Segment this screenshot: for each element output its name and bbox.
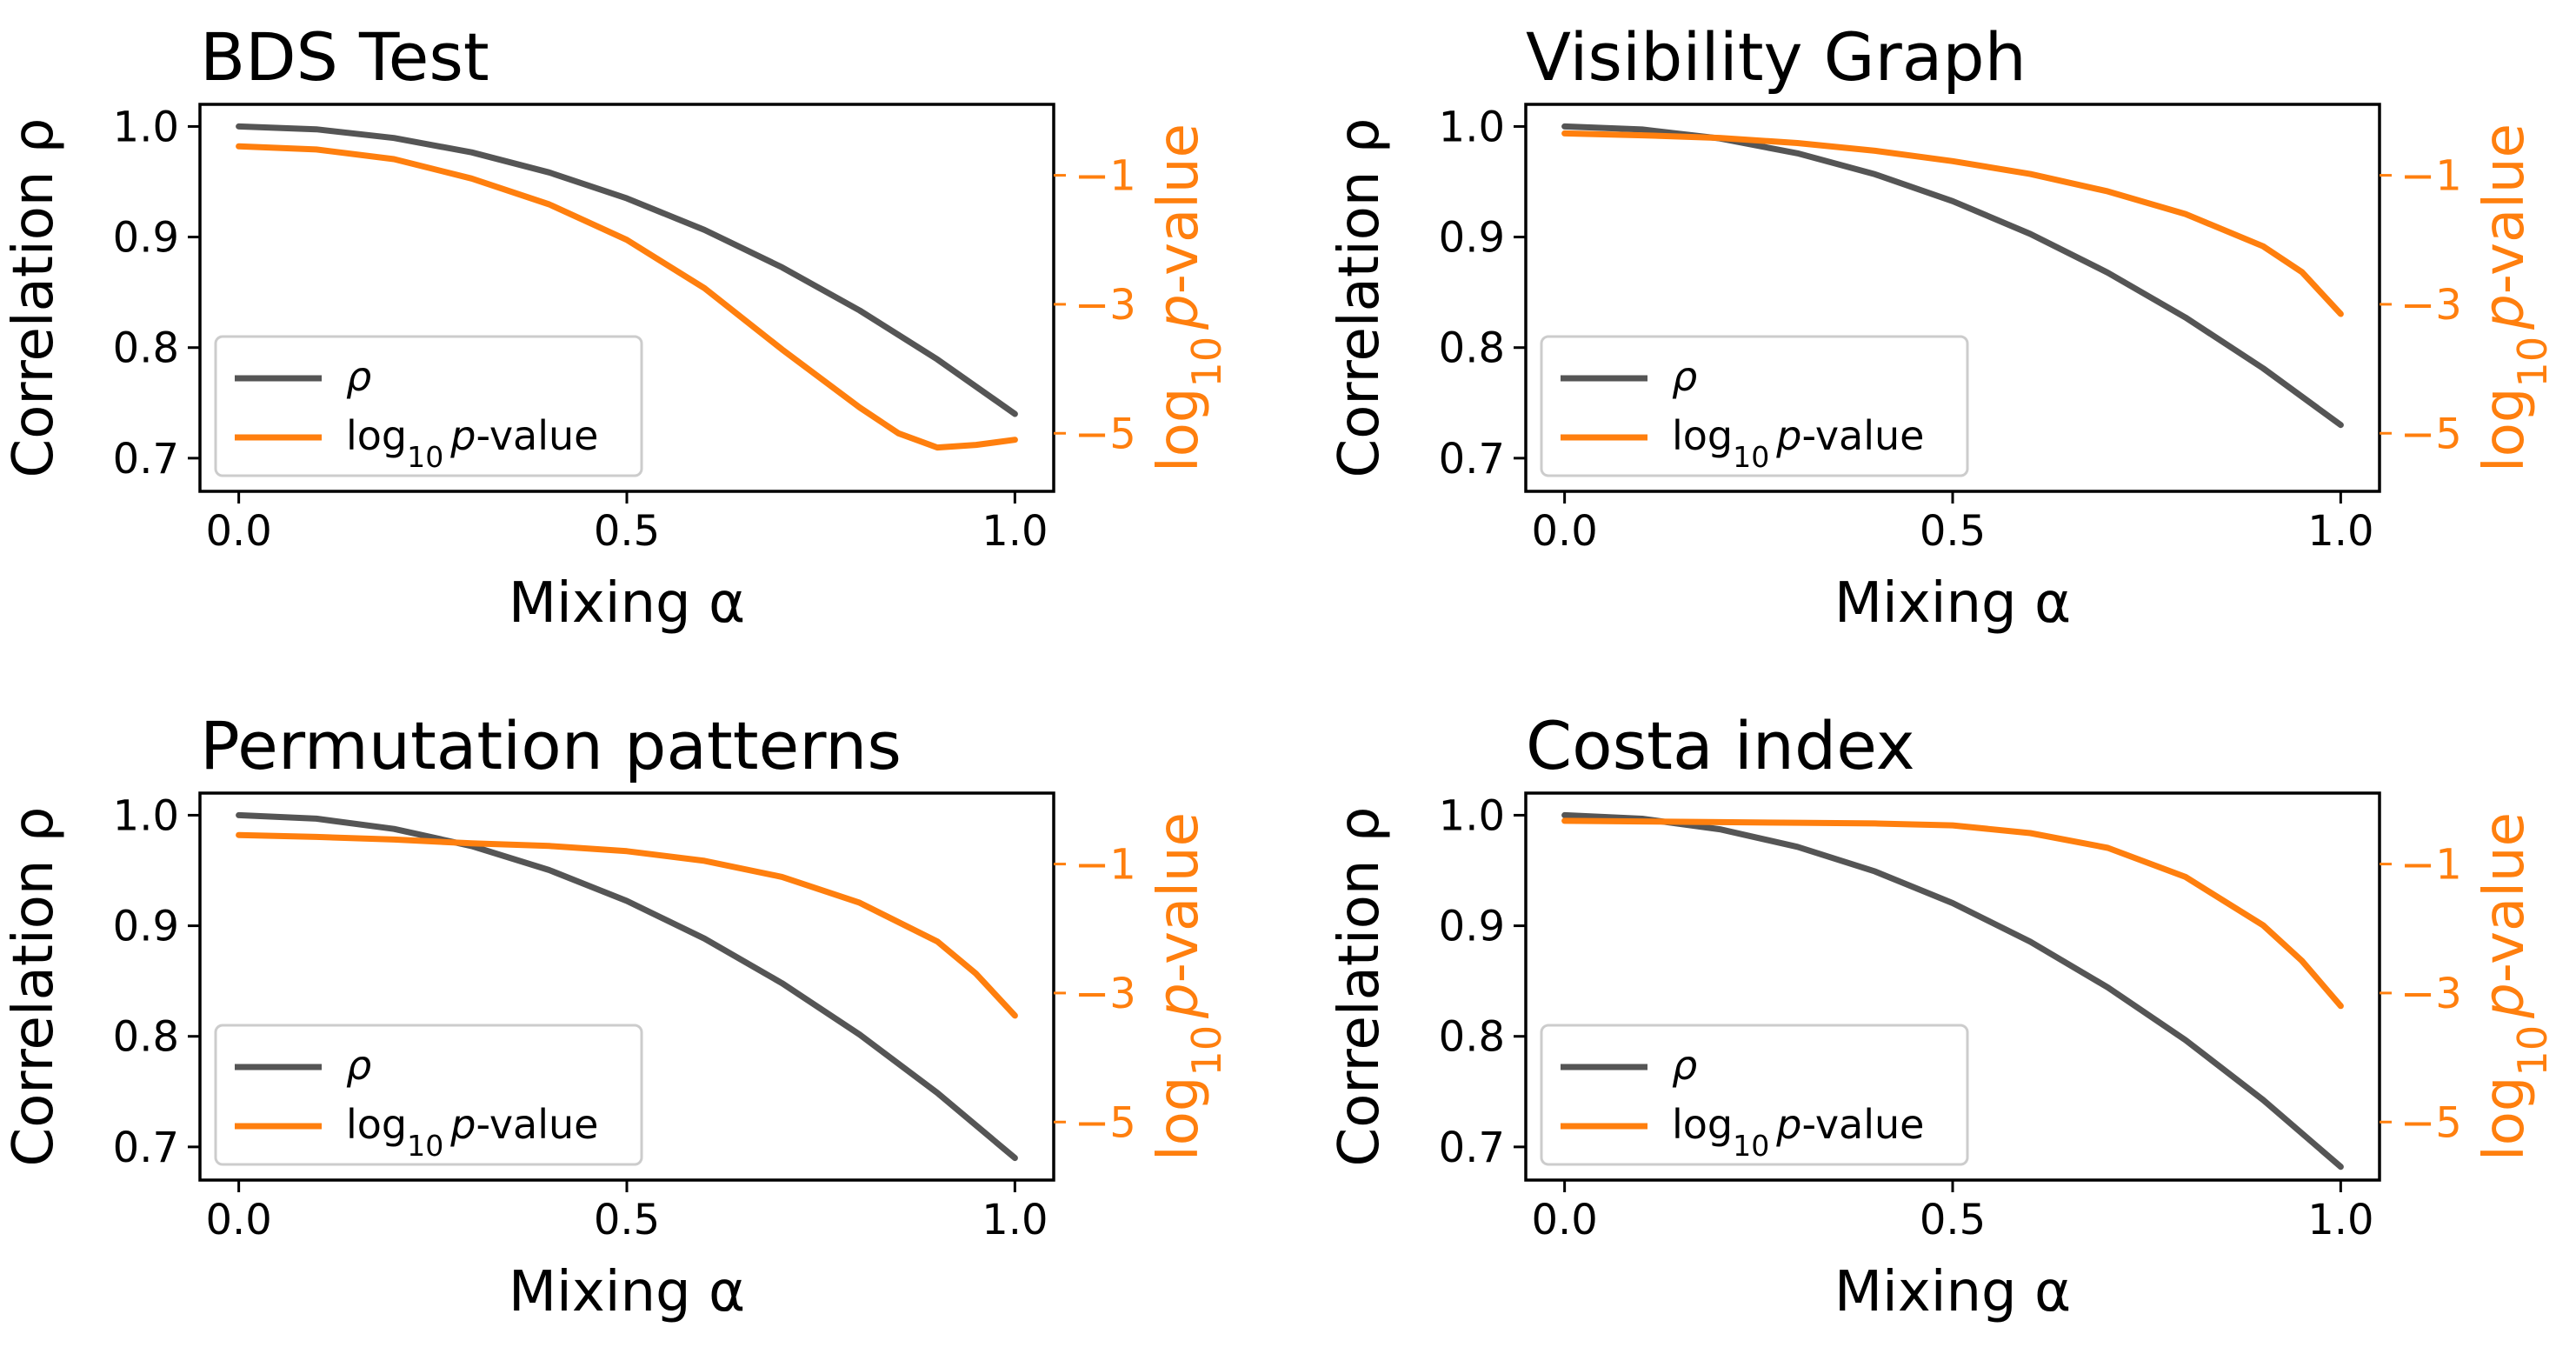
y-tick-label-right: −1: [2400, 152, 2462, 201]
y-tick-label-left: 0.8: [1439, 1013, 1505, 1062]
y-tick-label-left: 1.0: [1439, 103, 1505, 151]
x-axis-label: Mixing α: [1834, 1260, 2071, 1324]
y-tick-label-left: 0.7: [113, 435, 179, 484]
pvalue-series-line: [1561, 130, 2344, 317]
y-tick-label-left: 1.0: [1439, 791, 1505, 840]
y-tick-label-right: −1: [2400, 841, 2462, 890]
y-tick-label-left: 1.0: [113, 103, 179, 151]
y-tick-label-left: 0.8: [113, 324, 179, 373]
y-tick-label-right: −1: [1075, 152, 1136, 201]
pvalue-series-line: [236, 831, 1018, 1019]
y-axis-label-right: log10p-value: [2473, 123, 2556, 472]
x-tick-label: 1.0: [2307, 507, 2373, 556]
y-axis-label-right: log10p-value: [1147, 812, 1230, 1161]
legend-box: [214, 335, 643, 477]
chart-panel-4: Costa index 0.0 0.5 1.0 1.0 0.9 0.8 0.7 −1 −3 −5 Mi…: [1328, 707, 2556, 1324]
rho-series-line: [236, 811, 1018, 1162]
x-axis-label: Mixing α: [509, 571, 745, 636]
y-tick-label-right: −3: [2400, 970, 2462, 1018]
x-tick-label: 0.0: [1531, 507, 1597, 556]
y-tick-label-right: −5: [1075, 1098, 1136, 1147]
chart-title: Permutation patterns: [200, 707, 902, 784]
y-tick-label-left: 0.8: [1439, 324, 1505, 373]
pvalue-series-line: [236, 143, 1018, 451]
chart-panel-1: BDS Test 0.0 0.5 1.0 1.0 0.9 0.8 0.7 −1 −3 −5 Mixin…: [2, 18, 1230, 636]
chart-panel-3: Permutation patterns 0.0 0.5 1.0 1.0 0.9 0.8 0.…: [2, 707, 1230, 1324]
x-tick-label: 0.5: [594, 507, 660, 556]
x-tick-label: 0.5: [1920, 1196, 1986, 1244]
y-tick-label-right: −3: [1075, 970, 1136, 1018]
y-axis-label-right: log10p-value: [2473, 812, 2556, 1161]
y-tick-label-left: 0.9: [1439, 214, 1505, 263]
y-axis-label-left: Correlation ρ: [2, 118, 66, 478]
y-tick-label-left: 0.9: [113, 903, 179, 951]
chart-panel-2: Visibility Graph 0.0 0.5 1.0 1.0 0.9 0.8 0.7 −1 −…: [1328, 18, 2556, 636]
y-tick-label-right: −3: [1075, 281, 1136, 330]
legend-rho-label: ρ: [346, 353, 371, 400]
y-axis-label-right: log10p-value: [1147, 123, 1230, 472]
chart-title: BDS Test: [200, 18, 489, 96]
x-tick-label: 0.5: [594, 1196, 660, 1244]
rho-series-line: [236, 123, 1018, 417]
legend-box: [1540, 335, 1969, 477]
y-tick-label-right: −5: [2400, 1098, 2462, 1147]
y-tick-label-left: 1.0: [113, 791, 179, 840]
x-tick-label: 1.0: [982, 507, 1048, 556]
x-tick-label: 1.0: [982, 1196, 1048, 1244]
pvalue-series-line: [1561, 817, 2344, 1010]
x-axis-label: Mixing α: [1834, 571, 2071, 636]
y-tick-label-left: 0.9: [113, 214, 179, 263]
y-axis-label-left: Correlation ρ: [2, 807, 66, 1167]
y-tick-label-right: −5: [1075, 410, 1136, 458]
y-axis-label-left: Correlation ρ: [1328, 807, 1392, 1167]
legend-rho-label: ρ: [1672, 1042, 1697, 1089]
x-tick-label: 0.0: [1531, 1196, 1597, 1244]
x-tick-label: 0.0: [205, 507, 271, 556]
y-tick-label-left: 0.7: [1439, 1124, 1505, 1172]
legend-rho-label: ρ: [1672, 353, 1697, 400]
x-tick-label: 1.0: [2307, 1196, 2373, 1244]
y-tick-label-left: 0.8: [113, 1013, 179, 1062]
y-tick-label-right: −1: [1075, 841, 1136, 890]
chart-title: Visibility Graph: [1526, 18, 2027, 96]
chart-title: Costa index: [1526, 707, 1915, 784]
y-tick-label-left: 0.7: [113, 1124, 179, 1172]
legend-box: [1540, 1024, 1969, 1166]
x-axis-label: Mixing α: [509, 1260, 745, 1324]
x-tick-label: 0.0: [205, 1196, 271, 1244]
x-tick-label: 0.5: [1920, 507, 1986, 556]
rho-series-line: [1561, 811, 2344, 1171]
y-tick-label-left: 0.7: [1439, 435, 1505, 484]
y-axis-label-left: Correlation ρ: [1328, 118, 1392, 478]
legend-rho-label: ρ: [346, 1042, 371, 1089]
legend-box: [214, 1024, 643, 1166]
y-tick-label-right: −5: [2400, 410, 2462, 458]
y-tick-label-left: 0.9: [1439, 903, 1505, 951]
y-tick-label-right: −3: [2400, 281, 2462, 330]
